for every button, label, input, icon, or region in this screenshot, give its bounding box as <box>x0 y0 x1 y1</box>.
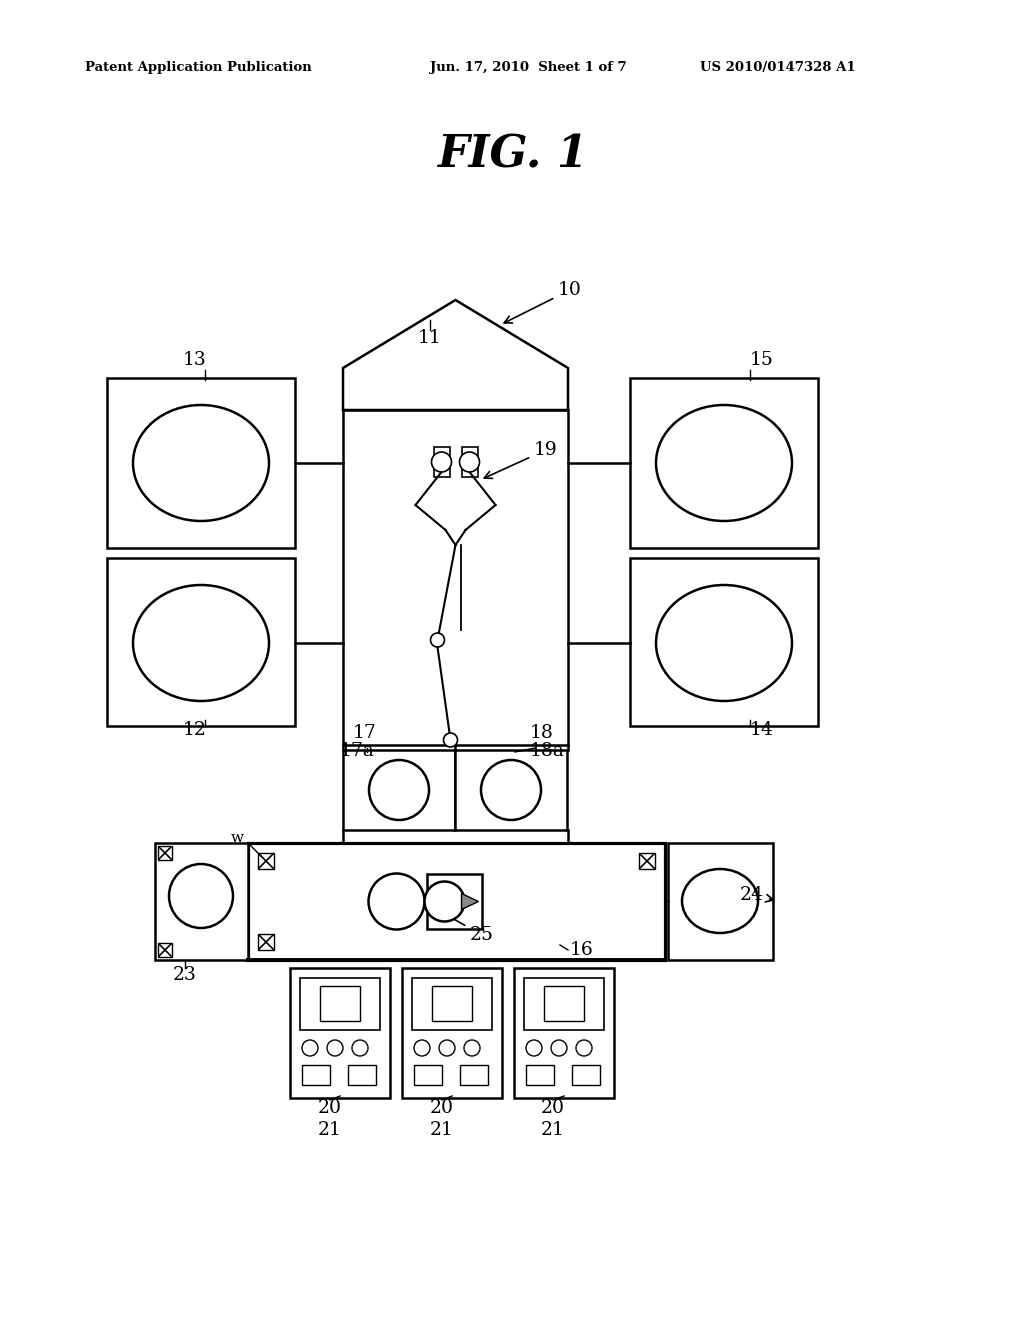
Text: w: w <box>230 832 244 845</box>
Text: 11: 11 <box>418 329 442 347</box>
Polygon shape <box>462 894 478 909</box>
Text: 18a: 18a <box>530 742 565 760</box>
Text: FIG. 1: FIG. 1 <box>436 133 588 177</box>
Circle shape <box>464 1040 480 1056</box>
Bar <box>639 853 655 869</box>
Text: 12: 12 <box>183 721 207 739</box>
Text: 13: 13 <box>183 351 207 370</box>
Bar <box>414 1065 442 1085</box>
Text: 17a: 17a <box>340 742 375 760</box>
Ellipse shape <box>133 585 269 701</box>
Bar <box>258 853 274 869</box>
Bar <box>514 968 614 1098</box>
Bar <box>319 986 360 1020</box>
Circle shape <box>302 1040 318 1056</box>
Bar <box>630 558 818 726</box>
Polygon shape <box>343 300 568 411</box>
Circle shape <box>443 733 458 747</box>
Text: US 2010/0147328 A1: US 2010/0147328 A1 <box>700 62 856 74</box>
Ellipse shape <box>682 869 758 933</box>
Bar <box>544 986 584 1020</box>
Text: 18: 18 <box>530 723 554 742</box>
Bar <box>630 378 818 548</box>
Ellipse shape <box>133 405 269 521</box>
Bar <box>462 447 477 477</box>
Circle shape <box>169 865 233 928</box>
Circle shape <box>431 451 452 473</box>
Bar <box>460 1065 488 1085</box>
Circle shape <box>460 451 479 473</box>
Circle shape <box>369 874 425 929</box>
Bar <box>412 978 492 1030</box>
Bar <box>433 447 450 477</box>
Circle shape <box>430 634 444 647</box>
Text: 21: 21 <box>541 1121 565 1139</box>
Bar <box>524 978 604 1030</box>
Text: 19: 19 <box>484 441 558 478</box>
Bar <box>155 843 248 960</box>
Text: 20: 20 <box>430 1100 454 1117</box>
Bar <box>427 874 481 928</box>
Bar <box>158 942 172 957</box>
Circle shape <box>526 1040 542 1056</box>
Ellipse shape <box>656 405 792 521</box>
Bar <box>106 378 295 548</box>
Text: Jun. 17, 2010  Sheet 1 of 7: Jun. 17, 2010 Sheet 1 of 7 <box>430 62 627 74</box>
Bar <box>343 411 568 744</box>
Bar <box>300 978 380 1030</box>
Text: 21: 21 <box>430 1121 454 1139</box>
Text: 20: 20 <box>318 1100 342 1117</box>
Text: 10: 10 <box>504 281 582 323</box>
Bar <box>668 843 773 960</box>
Bar <box>290 968 390 1098</box>
Circle shape <box>425 882 465 921</box>
Bar <box>572 1065 600 1085</box>
Bar <box>343 750 455 830</box>
Circle shape <box>481 760 541 820</box>
Bar <box>248 843 665 960</box>
Text: 16: 16 <box>570 941 594 960</box>
Text: 14: 14 <box>750 721 774 739</box>
Text: 24: 24 <box>740 886 773 904</box>
Circle shape <box>575 1040 592 1056</box>
Text: 15: 15 <box>750 351 774 370</box>
Text: 17: 17 <box>353 723 377 742</box>
Bar <box>106 558 295 726</box>
Ellipse shape <box>656 585 792 701</box>
Bar <box>302 1065 330 1085</box>
Text: 20: 20 <box>541 1100 565 1117</box>
Bar <box>402 968 502 1098</box>
Text: Patent Application Publication: Patent Application Publication <box>85 62 311 74</box>
Bar <box>455 750 567 830</box>
Circle shape <box>414 1040 430 1056</box>
Circle shape <box>327 1040 343 1056</box>
Circle shape <box>352 1040 368 1056</box>
Bar <box>348 1065 376 1085</box>
Text: 21: 21 <box>318 1121 342 1139</box>
Text: 23: 23 <box>173 966 197 983</box>
Bar <box>526 1065 554 1085</box>
Text: 25: 25 <box>435 908 494 944</box>
Bar <box>432 986 472 1020</box>
Bar <box>158 846 172 861</box>
Circle shape <box>369 760 429 820</box>
Bar <box>258 935 274 950</box>
Circle shape <box>439 1040 455 1056</box>
Circle shape <box>551 1040 567 1056</box>
